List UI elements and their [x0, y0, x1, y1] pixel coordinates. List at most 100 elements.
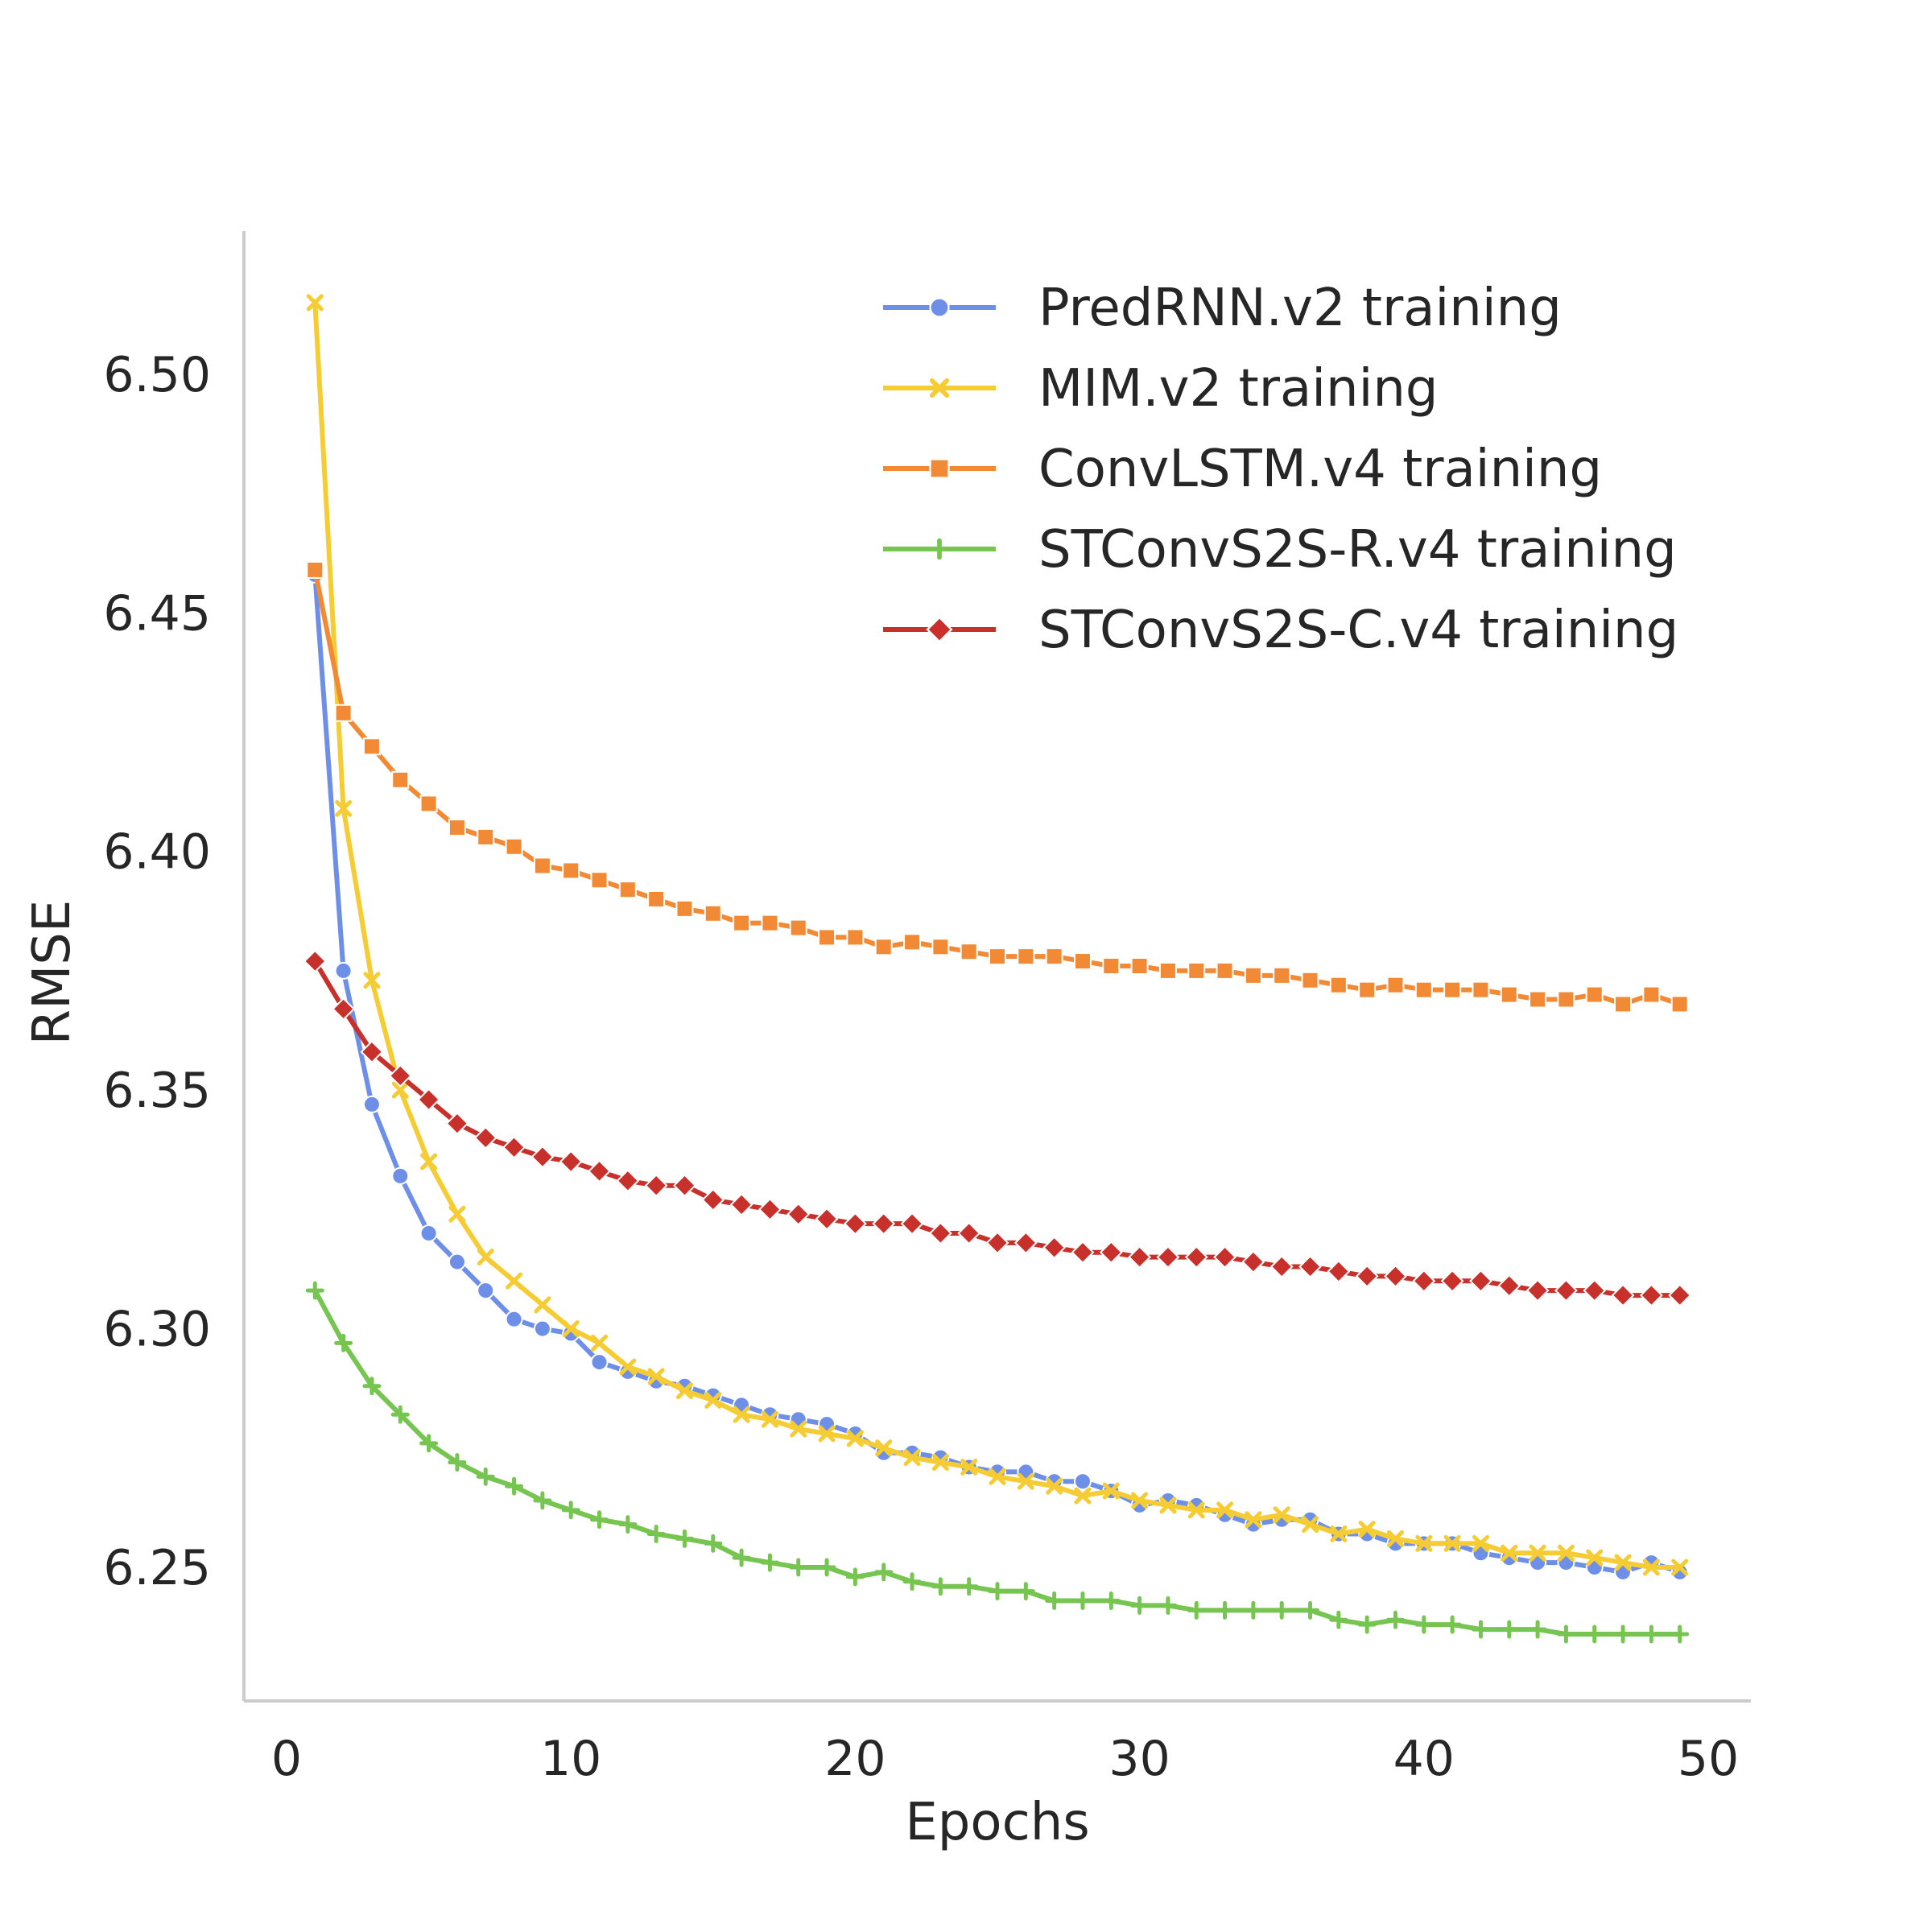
data-point: [1357, 1615, 1377, 1634]
data-point: [988, 1582, 1007, 1601]
data-point: [590, 871, 609, 890]
data-point: [1443, 1534, 1461, 1552]
data-point: [957, 1221, 981, 1245]
data-point: [533, 1491, 552, 1510]
data-point: [1440, 1269, 1464, 1293]
data-point: [448, 1253, 466, 1271]
x-tick-label: 40: [1393, 1731, 1455, 1787]
data-point: [1583, 1278, 1607, 1302]
data-point: [1073, 1472, 1092, 1491]
data-point: [616, 1169, 640, 1193]
data-point: [1443, 980, 1462, 999]
data-point: [1128, 1245, 1152, 1269]
legend-item: PredRNN.v2 training: [883, 279, 1562, 338]
legend-label: STConvS2S-C.v4 training: [1038, 601, 1678, 660]
data-point: [1102, 957, 1121, 975]
data-point: [420, 1153, 438, 1170]
data-point: [815, 1207, 839, 1231]
series-4: [305, 1281, 1690, 1644]
y-axis-title: RMSE: [23, 900, 82, 1046]
data-point: [704, 1534, 723, 1553]
data-point: [591, 1334, 609, 1352]
data-point: [1414, 980, 1433, 999]
x-axis-title: Epochs: [905, 1793, 1089, 1852]
data-point: [1614, 995, 1633, 1013]
data-point: [1613, 1624, 1633, 1644]
data-point: [1302, 1516, 1319, 1534]
data-point: [874, 938, 893, 956]
data-point: [1016, 1582, 1035, 1601]
legend-item: STConvS2S-C.v4 training: [883, 601, 1678, 660]
data-point: [502, 1135, 526, 1159]
data-point: [1585, 1624, 1604, 1644]
data-point: [588, 1159, 611, 1183]
data-point: [334, 1333, 353, 1352]
series-3: [306, 560, 1689, 1013]
x-tick-labels: 0 10 20 30 40 50: [271, 1731, 1739, 1787]
data-point: [874, 1563, 894, 1582]
data-point: [561, 1501, 580, 1520]
data-point: [1216, 1600, 1235, 1620]
legend-label: PredRNN.v2 training: [1038, 279, 1562, 338]
x-tick-label: 10: [540, 1731, 601, 1787]
data-point: [1469, 1269, 1492, 1293]
data-point: [335, 799, 353, 817]
series-line: [312, 574, 1681, 1575]
data-point: [817, 1558, 836, 1577]
data-point: [1099, 1241, 1123, 1265]
data-point: [505, 1310, 523, 1328]
y-tick-labels: 6.25 6.30 6.35 6.40 6.45 6.50: [103, 347, 211, 1596]
data-point: [646, 1525, 666, 1543]
data-point: [786, 1202, 811, 1226]
data-point: [1187, 1501, 1205, 1519]
data-point: [758, 1197, 782, 1221]
data-point: [761, 1410, 778, 1428]
data-point: [1472, 1534, 1489, 1552]
data-point: [960, 943, 978, 961]
data-point: [448, 819, 466, 837]
data-point: [530, 1145, 555, 1169]
legend: PredRNN.v2 training MIM.v2 training ConvLS…: [883, 279, 1678, 660]
data-point: [843, 1212, 867, 1236]
data-point: [761, 914, 779, 932]
legend-item: STConvS2S-R.v4 training: [883, 520, 1677, 580]
data-point: [760, 1553, 779, 1572]
data-point: [1586, 1549, 1604, 1567]
data-point: [846, 928, 865, 947]
data-point: [1358, 980, 1377, 999]
data-point: [388, 1063, 412, 1088]
x-tick-label: 20: [824, 1731, 886, 1787]
legend-marker: [929, 458, 950, 479]
series-2: [306, 294, 1689, 1576]
data-point: [1273, 966, 1291, 985]
data-point: [1042, 1236, 1067, 1260]
data-point: [1216, 961, 1234, 980]
data-point: [1216, 1501, 1234, 1519]
data-point: [1269, 1255, 1294, 1278]
data-point: [618, 881, 637, 899]
data-point: [903, 933, 922, 952]
data-point: [306, 560, 324, 579]
data-point: [1358, 1521, 1376, 1538]
data-point: [732, 1548, 751, 1567]
legend-label: STConvS2S-R.v4 training: [1038, 520, 1677, 580]
data-point: [1017, 1472, 1034, 1490]
data-point: [931, 938, 950, 956]
data-point: [1184, 1245, 1208, 1269]
y-tick-label: 6.50: [103, 347, 211, 403]
data-point: [1074, 1487, 1092, 1505]
data-point: [789, 919, 807, 937]
data-point: [618, 1515, 638, 1534]
data-point: [363, 972, 381, 989]
data-point: [562, 1320, 580, 1338]
data-point: [789, 1558, 808, 1577]
data-point: [928, 1221, 952, 1245]
data-point: [1301, 971, 1319, 989]
data-point: [790, 1420, 807, 1438]
data-point: [1386, 976, 1405, 994]
data-point: [1500, 1620, 1519, 1639]
data-point: [1497, 1274, 1521, 1298]
data-point: [644, 1174, 668, 1198]
data-point: [1472, 980, 1490, 999]
data-point: [334, 961, 353, 980]
